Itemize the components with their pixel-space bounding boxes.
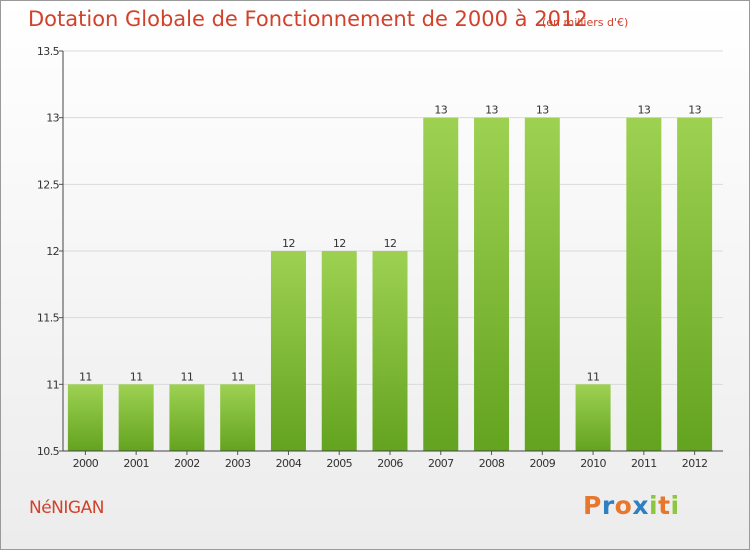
y-tick-label: 13 <box>46 112 59 125</box>
data-label: 13 <box>434 104 447 117</box>
y-tick-label: 11 <box>46 378 59 391</box>
data-label: 13 <box>485 104 498 117</box>
x-tick-label: 2007 <box>428 457 454 470</box>
logo-letter: x <box>632 491 649 520</box>
chart-subtitle: (en milliers d'€) <box>542 16 629 29</box>
proxiti-logo[interactable]: Proxiti <box>583 491 680 520</box>
bar <box>575 384 611 451</box>
data-label: 12 <box>384 237 397 250</box>
data-label: 11 <box>79 370 92 383</box>
x-tick-label: 2011 <box>631 457 657 470</box>
data-label: 13 <box>637 104 650 117</box>
bar <box>118 384 154 451</box>
data-label: 12 <box>282 237 295 250</box>
bars <box>67 117 713 452</box>
y-tick-label: 13.5 <box>37 45 60 58</box>
logo-letter: i <box>670 491 680 520</box>
logo-letter: o <box>614 491 633 520</box>
data-label: 12 <box>333 237 346 250</box>
y-tick-label: 12.5 <box>37 178 60 191</box>
data-label: 11 <box>130 370 143 383</box>
axes: 10.5 11 11.5 12 12.5 13 13.5 11 2000 11 2001 11 2002… <box>37 45 723 470</box>
y-tick-label: 10.5 <box>37 445 60 458</box>
x-tick-label: 2004 <box>276 457 302 470</box>
logo-letter: P <box>583 491 602 520</box>
x-tick-label: 2003 <box>225 457 251 470</box>
data-label: 11 <box>231 370 244 383</box>
x-tick-label: 2001 <box>123 457 149 470</box>
bar <box>67 384 103 451</box>
logo-letter: t <box>658 491 671 520</box>
commune-name: NéNIGAN <box>29 498 104 518</box>
bar <box>220 384 256 451</box>
bar <box>626 117 662 452</box>
logo-letter: r <box>601 491 615 520</box>
data-label: 13 <box>688 104 701 117</box>
bar <box>270 251 306 451</box>
bar <box>372 251 408 451</box>
x-tick-label: 2009 <box>530 457 556 470</box>
x-tick-label: 2005 <box>326 457 352 470</box>
data-label: 11 <box>587 370 600 383</box>
bar <box>474 117 510 452</box>
data-label: 11 <box>181 370 194 383</box>
y-tick-label: 11.5 <box>37 312 60 325</box>
x-tick-label: 2006 <box>377 457 403 470</box>
bar <box>321 251 357 451</box>
y-tick-label: 12 <box>46 245 59 258</box>
logo-letter: i <box>649 491 659 520</box>
x-tick-label: 2010 <box>580 457 606 470</box>
bar <box>423 117 459 452</box>
x-tick-label: 2008 <box>479 457 505 470</box>
x-tick-label: 2002 <box>174 457 200 470</box>
x-tick-label: 2012 <box>682 457 708 470</box>
bar <box>169 384 205 451</box>
chart-title: Dotation Globale de Fonctionnement de 20… <box>28 7 588 31</box>
bar <box>677 117 713 452</box>
x-tick-label: 2000 <box>73 457 99 470</box>
bar <box>524 117 560 452</box>
data-label: 13 <box>536 104 549 117</box>
